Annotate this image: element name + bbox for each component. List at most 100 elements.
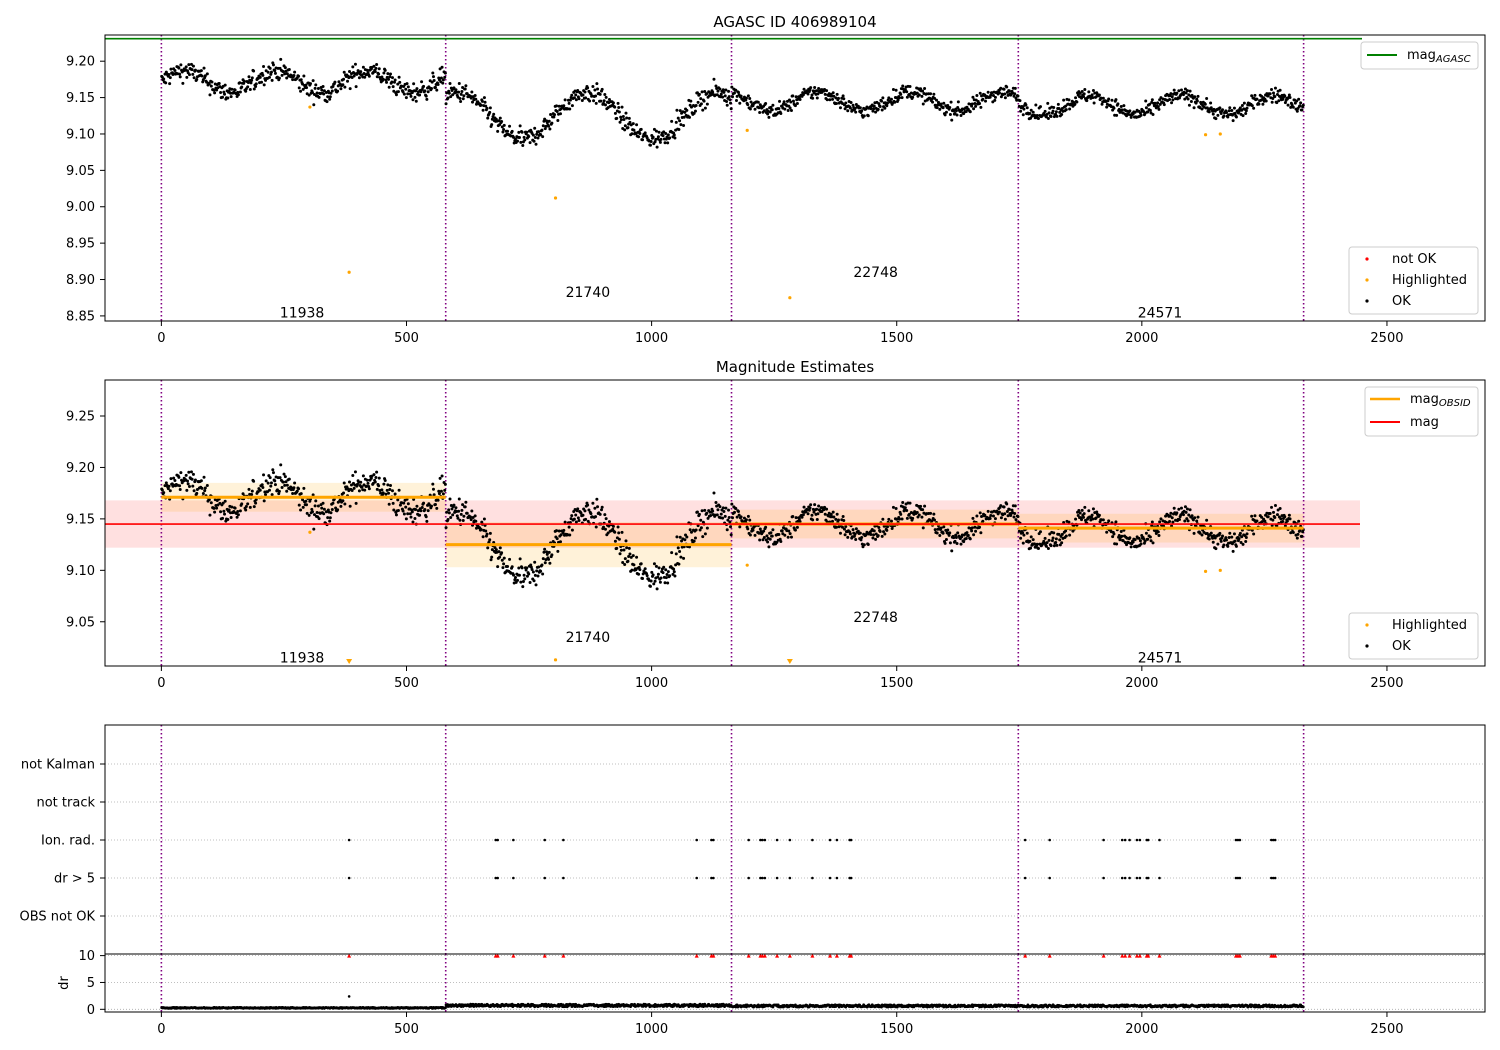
ok-point [172,476,176,480]
ok-point [831,510,835,514]
ok-point [1045,541,1049,545]
ok-point [1016,94,1020,98]
ok-point [853,532,857,536]
ok-point [771,103,775,107]
ok-point [291,78,295,82]
ok-point [1231,119,1235,123]
ok-point [1218,106,1222,110]
ok-point [1082,95,1086,99]
ok-point [502,556,506,560]
ok-point [1058,110,1062,114]
ok-point [187,484,191,488]
ok-point [1257,102,1261,106]
ok-point [965,531,969,535]
ok-point [539,569,543,573]
ok-point [689,99,693,103]
ok-point [168,76,172,80]
ok-point [168,489,172,493]
ok-point [471,100,475,104]
ok-point [1184,91,1188,95]
panel2-y-ticks: 9.05 9.10 9.15 9.20 9.25 [66,410,105,630]
ok-point [347,480,351,484]
ok-point [244,89,248,93]
ok-point [1125,543,1129,547]
ok-point [1002,505,1006,509]
ok-point [1142,537,1146,541]
dr-gt-5-flag-point [712,876,715,880]
ok-point [406,502,410,506]
ok-point [657,130,661,134]
highlighted-point [745,563,749,567]
ok-point [1231,549,1235,553]
ok-point [435,506,439,510]
ok-point [788,106,792,110]
ok-point [545,552,549,556]
category-label-dr-gt-5: dr > 5 [54,872,95,887]
ok-point [555,529,559,533]
ok-point [191,484,195,488]
ok-point [729,107,733,111]
ok-point [299,89,303,93]
ok-point [523,138,527,142]
ok-point [1232,106,1236,110]
ok-point [711,509,715,513]
ok-point [1007,89,1011,93]
ok-point [1238,531,1242,535]
ok-point [1091,89,1095,93]
ok-point [241,492,245,496]
ok-point [240,85,244,89]
ok-point [1185,89,1189,93]
ion-rad-flag-point [710,838,713,842]
ok-point [694,103,698,107]
ok-point [223,499,227,503]
ok-point [791,514,795,518]
ok-point [688,528,692,532]
ok-point [607,520,611,524]
ok-point [862,114,866,118]
ok-point [764,102,768,106]
ok-point [438,67,442,71]
ok-point [663,141,667,145]
ok-point [433,85,437,89]
ok-point [603,513,607,517]
ok-point [599,99,603,103]
ok-point [716,89,720,93]
ok-point [588,99,592,103]
panel-magnitude-estimates: Magnitude Estimates 11938 21740 22748 24… [66,358,1486,691]
ok-point [169,67,173,71]
ok-point [386,483,390,487]
ok-point [1137,536,1141,540]
ok-point [921,508,925,512]
ok-point [293,70,297,74]
ok-point [1168,97,1172,101]
ok-point [1031,538,1035,542]
ok-point [200,74,204,78]
ok-point [443,71,447,75]
ok-point [842,518,846,522]
ok-point [547,550,551,554]
ok-point [848,532,852,536]
ok-point [823,92,827,96]
ok-point [1068,107,1072,111]
ok-point [1105,530,1109,534]
ok-point [1060,532,1064,536]
ok-point [341,83,345,87]
ok-point [1228,106,1232,110]
ok-point [954,109,958,113]
ok-point [1025,531,1029,535]
ok-point [328,95,332,99]
ok-point [555,110,559,114]
legend-label-mag-agasc: magAGASC [1407,48,1471,65]
dr-gt-5-flag-point [347,876,351,880]
ok-point [978,91,982,95]
ok-point [956,105,960,109]
ok-point [705,102,709,106]
ok-point [207,498,211,502]
ok-point [244,508,248,512]
ok-point [238,90,242,94]
ok-point [900,517,904,521]
ok-point [521,579,525,583]
ok-point [202,475,206,479]
ok-point [223,92,227,96]
ok-point [722,90,726,94]
